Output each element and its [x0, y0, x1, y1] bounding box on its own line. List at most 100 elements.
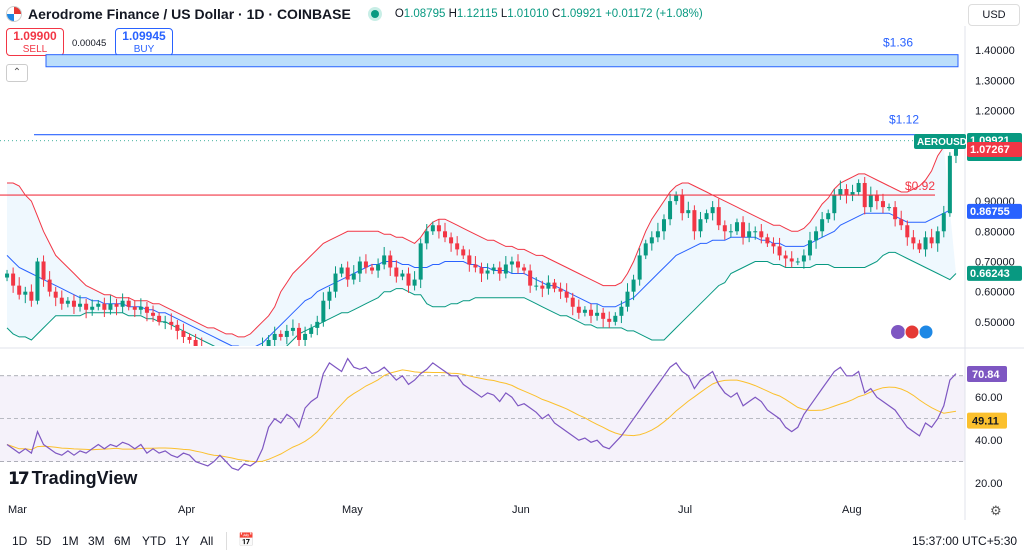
candle-body: [552, 282, 557, 289]
currency-selector[interactable]: USD: [968, 4, 1020, 26]
event-icons: [891, 324, 934, 340]
candle-body: [461, 249, 466, 256]
candle-body: [449, 237, 454, 244]
candle: [370, 263, 375, 275]
candle: [224, 352, 228, 371]
rsi-tick-label: 60.00: [975, 392, 1003, 404]
candle-body: [71, 300, 76, 307]
candle: [710, 201, 715, 221]
candle: [826, 209, 831, 223]
candle-body: [345, 267, 350, 280]
candle: [412, 271, 417, 291]
candle-body: [412, 279, 417, 286]
high-value: 1.12115: [456, 8, 498, 20]
candle: [704, 209, 709, 223]
range-button-ytd[interactable]: YTD: [142, 534, 166, 548]
candle: [515, 254, 520, 274]
candle: [345, 261, 350, 287]
candle: [467, 249, 472, 272]
rsi-band: [0, 375, 965, 462]
candle-body: [151, 312, 156, 316]
rsi-ma-value-tag-bg: [967, 412, 1007, 429]
candle: [254, 346, 258, 368]
candle: [856, 179, 861, 196]
candle: [430, 221, 435, 235]
candle-body: [114, 303, 119, 307]
price-plot: [5, 134, 958, 375]
x-tick-label: Jul: [678, 504, 693, 516]
candle-body: [850, 192, 855, 196]
candle: [144, 301, 149, 322]
bollinger-upper-line: [7, 146, 945, 338]
candle: [655, 222, 660, 243]
lightning-icon: [891, 325, 905, 339]
candle-body: [558, 288, 563, 292]
candle: [899, 210, 904, 231]
candle-body: [169, 321, 174, 325]
candle-body: [686, 210, 691, 214]
candle-body: [601, 312, 606, 319]
candle-body: [84, 303, 89, 310]
candle-body: [637, 255, 642, 280]
candle-body: [175, 324, 180, 331]
candle-body: [661, 219, 666, 232]
candle-body: [576, 306, 581, 313]
candle: [917, 239, 922, 254]
range-button-1d[interactable]: 1D: [12, 534, 28, 548]
candle-body: [795, 261, 800, 263]
candle: [206, 347, 210, 366]
sell-button[interactable]: 1.09900 SELL: [6, 28, 64, 56]
candle: [443, 222, 448, 243]
candle-body: [108, 303, 113, 310]
candle-body: [807, 240, 812, 256]
candle: [807, 231, 812, 261]
bb-lower-tag-text: 0.66243: [970, 268, 1010, 280]
settings-gear-icon[interactable]: ⚙: [990, 503, 1002, 518]
candle: [509, 256, 514, 273]
candle: [284, 324, 289, 345]
resistance-label: $1.12: [889, 113, 919, 127]
candle: [236, 359, 240, 375]
time-readout: 15:37:00 UTC+5:30: [912, 534, 1018, 548]
rsi-value-tag-text: 70.84: [972, 369, 1000, 381]
range-button-3m[interactable]: 3M: [88, 534, 105, 548]
range-button-6m[interactable]: 6M: [114, 534, 131, 548]
candle-body: [534, 285, 539, 287]
candle: [108, 295, 113, 315]
x-tick-label: Mar: [8, 504, 27, 516]
range-separator: [226, 532, 227, 550]
calendar-icon[interactable]: 📅: [238, 532, 255, 547]
high-label: H: [448, 8, 457, 20]
candle: [935, 226, 940, 252]
collapse-chevron-icon[interactable]: ⌃: [6, 64, 28, 82]
range-button-5d[interactable]: 5D: [36, 534, 52, 548]
candle: [290, 319, 295, 336]
candle: [765, 233, 770, 247]
support-label: $0.92: [905, 179, 935, 193]
candle-body: [668, 201, 673, 220]
bollinger-band-fill: [7, 146, 956, 346]
candle: [479, 262, 484, 282]
candle-body: [236, 364, 240, 367]
candle: [947, 152, 952, 217]
range-button-all[interactable]: All: [200, 534, 214, 548]
range-button-1m[interactable]: 1M: [62, 534, 79, 548]
range-button-1y[interactable]: 1Y: [175, 534, 190, 548]
rsi-value-tag-bg: [967, 365, 1007, 382]
candle-body: [844, 189, 849, 196]
symbol-title[interactable]: Aerodrome Finance / US Dollar · 1D · COI…: [28, 6, 351, 22]
candle-body: [613, 315, 618, 322]
candle-body: [546, 282, 551, 289]
candle-body: [741, 222, 746, 238]
candle-body: [321, 300, 326, 322]
tradingview-logo[interactable]: 𝟭𝟳 TradingView: [8, 468, 137, 489]
candle: [558, 282, 563, 299]
candle: [534, 277, 539, 291]
candle-body: [90, 306, 95, 310]
candle: [637, 248, 642, 286]
candle-body: [327, 291, 332, 301]
candle-body: [17, 285, 22, 295]
bb-basis-tag: 0.86755: [967, 203, 1022, 219]
candle-body: [53, 291, 58, 298]
